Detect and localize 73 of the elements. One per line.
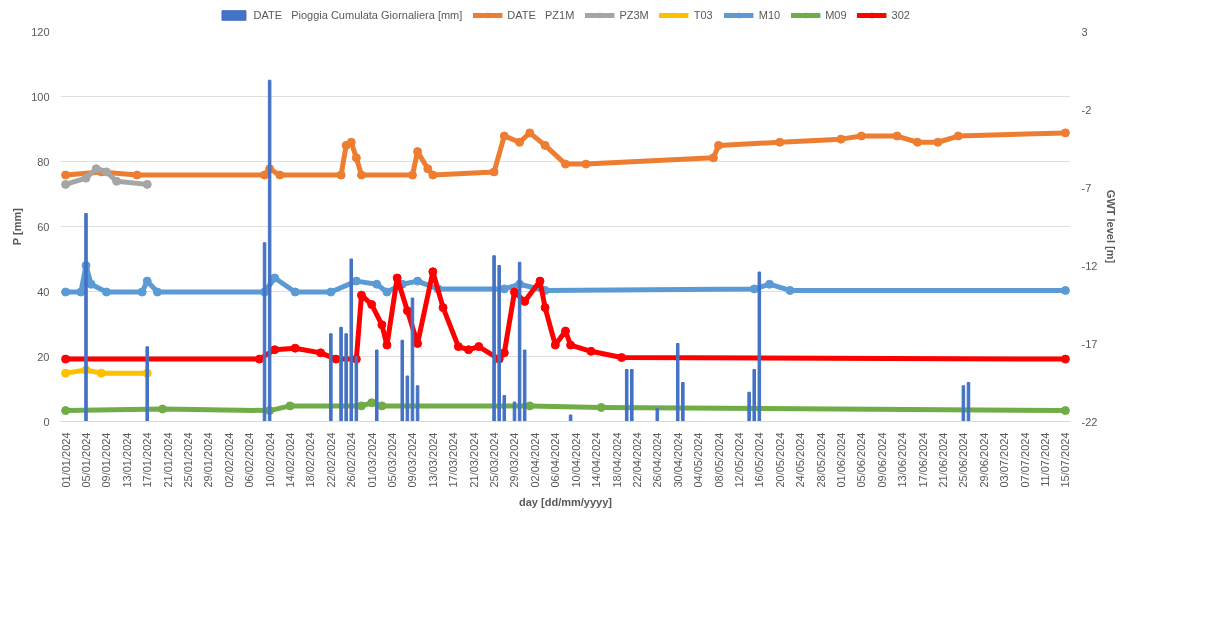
x-tick-label: 09/01/2024	[100, 432, 113, 488]
x-tick-label: 10/02/2024	[263, 432, 276, 488]
y-tick-label: 100	[31, 90, 50, 103]
legend-label: PZ3M	[619, 9, 649, 21]
x-tick-label: 22/04/2024	[630, 432, 643, 488]
x-tick-label: 06/04/2024	[549, 432, 562, 488]
y2-tick-label: -22	[1081, 415, 1098, 428]
y-tick-label: 0	[43, 415, 50, 428]
x-tick-label: 01/01/2024	[59, 432, 72, 488]
y2-tick-label: -12	[1081, 259, 1098, 272]
y2-tick-label: -2	[1081, 103, 1092, 116]
legend-label: M09	[825, 9, 847, 21]
x-tick-label: 25/03/2024	[488, 432, 501, 488]
y2-tick-label: 3	[1081, 25, 1088, 38]
x-tick-label: 26/04/2024	[651, 432, 664, 488]
x-tick-label: 17/03/2024	[447, 432, 460, 488]
x-tick-label: 02/02/2024	[222, 432, 235, 488]
legend-label: 302	[891, 9, 911, 21]
x-tick-label: 29/06/2024	[977, 432, 990, 488]
y2-axis-title: GWT level [m]	[1105, 189, 1118, 264]
x-tick-label: 29/03/2024	[508, 432, 521, 488]
x-tick-label: 13/03/2024	[426, 432, 439, 488]
x-tick-label: 21/06/2024	[936, 432, 949, 488]
y-tick-label: 20	[37, 350, 50, 363]
x-tick-label: 11/07/2024	[1038, 432, 1051, 487]
x-tick-label: 02/04/2024	[528, 432, 541, 488]
y2-tick-label: -17	[1081, 337, 1098, 350]
x-tick-label: 16/05/2024	[753, 432, 766, 488]
x-tick-label: 24/05/2024	[794, 432, 807, 488]
y-tick-label: 80	[37, 155, 50, 168]
x-axis-title: day [dd/mm/yyyy]	[519, 495, 613, 508]
legend-label: M10	[758, 9, 781, 21]
y-axis-title: P [mm]	[11, 207, 24, 246]
x-tick-label: 07/07/2024	[1018, 432, 1031, 488]
x-tick-label: 10/04/2024	[569, 432, 582, 488]
legend-label: DATE Pioggia Cumulata Giornaliera [mm]	[253, 9, 463, 21]
x-tick-label: 14/02/2024	[284, 432, 297, 488]
x-tick-label: 15/07/2024	[1059, 432, 1072, 488]
x-tick-label: 08/05/2024	[712, 432, 725, 488]
x-tick-label: 05/03/2024	[386, 432, 399, 488]
x-tick-label: 17/06/2024	[916, 432, 929, 488]
x-tick-label: 17/01/2024	[141, 432, 154, 488]
x-tick-label: 18/02/2024	[304, 432, 317, 488]
legend-label: T03	[693, 9, 714, 21]
x-tick-label: 09/06/2024	[875, 432, 888, 488]
x-tick-label: 14/04/2024	[590, 432, 603, 488]
x-tick-label: 01/06/2024	[834, 432, 847, 488]
x-tick-label: 05/06/2024	[855, 432, 868, 488]
x-tick-label: 21/01/2024	[161, 432, 174, 488]
x-tick-label: 28/05/2024	[814, 432, 827, 488]
x-tick-label: 30/04/2024	[671, 432, 684, 488]
x-tick-label: 04/05/2024	[692, 432, 705, 488]
x-tick-label: 29/01/2024	[202, 432, 215, 488]
y-tick-label: 40	[37, 285, 50, 298]
x-tick-label: 06/02/2024	[243, 432, 256, 488]
y-tick-label: 60	[37, 220, 50, 233]
y2-tick-label: -7	[1081, 181, 1092, 194]
y-tick-label: 120	[31, 25, 50, 38]
x-tick-label: 03/07/2024	[998, 432, 1011, 488]
x-tick-label: 12/05/2024	[732, 432, 745, 488]
x-tick-label: 25/06/2024	[957, 432, 970, 488]
x-tick-label: 05/01/2024	[80, 432, 93, 488]
x-tick-label: 13/06/2024	[896, 432, 909, 488]
x-tick-label: 13/01/2024	[120, 432, 133, 488]
x-tick-label: 18/04/2024	[610, 432, 623, 488]
x-tick-label: 26/02/2024	[345, 432, 358, 488]
x-tick-label: 21/03/2024	[467, 432, 480, 488]
x-tick-label: 09/03/2024	[406, 432, 419, 488]
x-tick-label: 20/05/2024	[773, 432, 786, 488]
x-tick-label: 25/01/2024	[182, 432, 195, 488]
legend-label: DATE PZ1M	[507, 9, 575, 21]
x-tick-label: 01/03/2024	[365, 432, 378, 488]
x-tick-label: 22/02/2024	[324, 432, 337, 488]
